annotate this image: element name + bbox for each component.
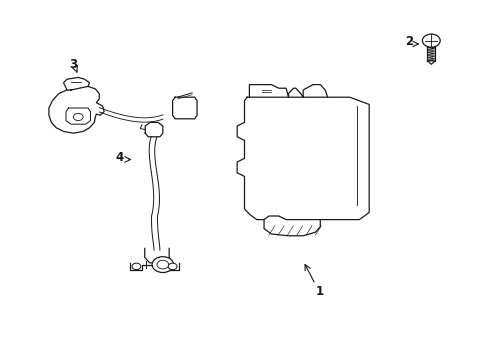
Text: 2: 2 xyxy=(404,35,412,48)
Circle shape xyxy=(157,260,168,269)
Text: 4: 4 xyxy=(116,151,123,164)
Polygon shape xyxy=(49,86,104,133)
Polygon shape xyxy=(172,97,197,119)
Text: 1: 1 xyxy=(315,285,323,298)
Polygon shape xyxy=(264,220,320,236)
Polygon shape xyxy=(237,97,368,220)
Polygon shape xyxy=(288,88,303,97)
Polygon shape xyxy=(144,248,169,263)
Polygon shape xyxy=(249,85,288,97)
Circle shape xyxy=(152,257,173,273)
Circle shape xyxy=(73,113,83,121)
Circle shape xyxy=(168,263,177,270)
Polygon shape xyxy=(66,108,90,124)
Polygon shape xyxy=(63,77,89,90)
Circle shape xyxy=(132,263,141,270)
Polygon shape xyxy=(427,61,434,64)
Text: 3: 3 xyxy=(69,58,77,71)
Circle shape xyxy=(422,34,439,47)
Polygon shape xyxy=(130,263,179,270)
Polygon shape xyxy=(145,122,163,137)
Polygon shape xyxy=(303,85,327,97)
